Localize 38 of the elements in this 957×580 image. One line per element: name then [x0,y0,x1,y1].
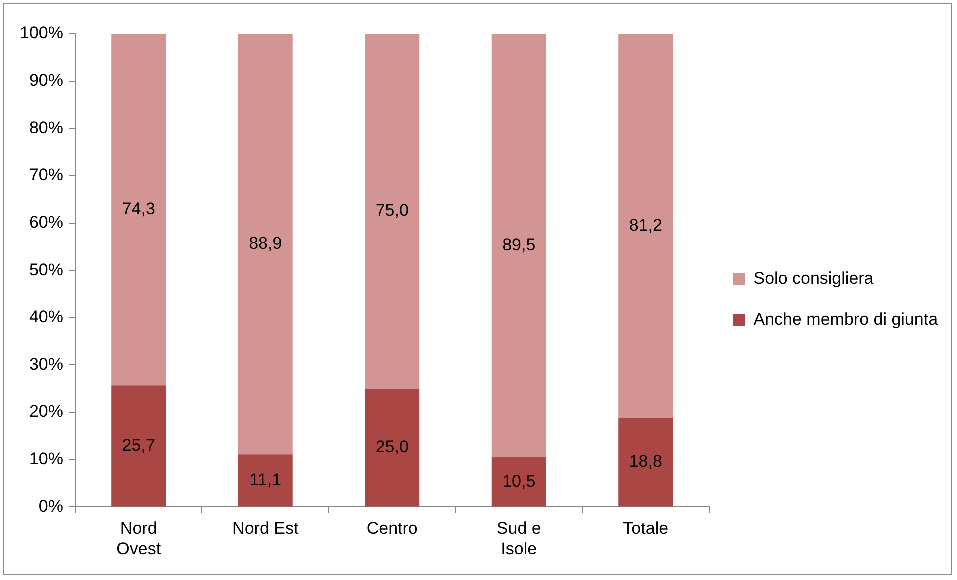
y-tick-label: 0% [38,496,64,516]
bar [238,34,293,455]
bar [618,34,674,418]
data-label: 11,1 [250,470,282,490]
bar [492,34,546,458]
bar [112,34,166,386]
y-tick-label: 70% [29,166,64,185]
x-tick-label: Centro [366,519,418,538]
data-label: 25,0 [376,437,409,456]
y-tick-label: 100% [20,24,64,43]
data-label: 88,9 [249,234,282,254]
y-tick-label: 20% [29,402,64,422]
data-label: 75,0 [376,201,409,220]
data-label: 10,5 [502,472,536,491]
data-label: 25,7 [122,436,156,455]
data-label: 18,8 [629,452,662,472]
y-tick-label: 80% [29,118,64,138]
legend-label: Solo consigliera [754,269,874,288]
y-tick-label: 90% [29,71,64,90]
y-tick-label: 40% [29,308,64,327]
x-tick-label: Nord Ovest [116,519,162,558]
bar [112,386,166,507]
x-tick-label: Nord Est [232,519,299,538]
x-tick-label: Totale [623,519,669,538]
y-tick-label: 10% [29,450,64,469]
bar [618,418,674,507]
y-tick-label: 50% [29,260,64,280]
bar [365,34,420,389]
y-tick-label: 30% [29,354,64,374]
legend-label: Anche membro di giunta [754,310,939,330]
y-tick-label: 60% [29,212,64,232]
data-label: 81,2 [629,216,662,235]
bar [365,388,420,507]
data-label: 74,3 [122,199,156,218]
x-tick-label: Sud e Isole [496,519,542,558]
bar [238,454,293,507]
bar [492,458,546,507]
data-label: 89,5 [502,235,536,254]
